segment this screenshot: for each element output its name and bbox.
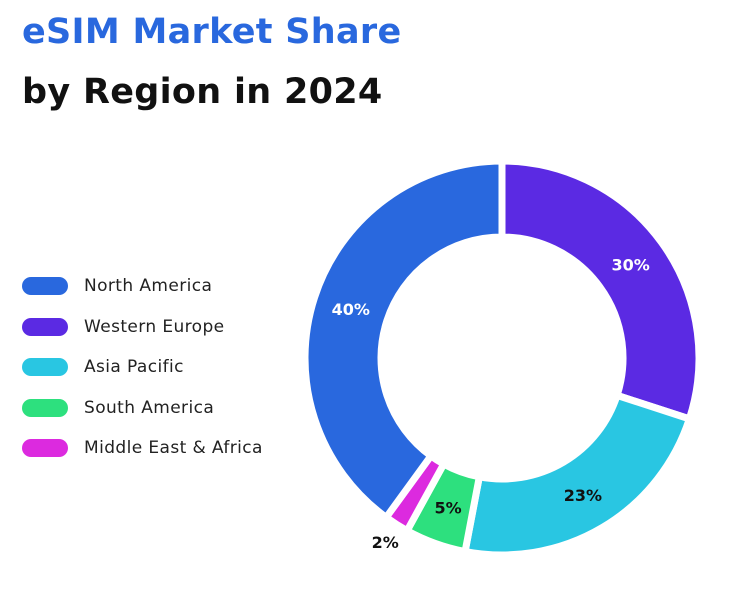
chart-title: eSIM Market Share	[22, 12, 402, 52]
legend-label: Western Europe	[84, 316, 225, 337]
donut-slice-asia-pacific	[461, 391, 693, 559]
chart-subtitle: by Region in 2024	[22, 72, 383, 112]
legend-item: Middle East & Africa	[22, 428, 263, 469]
legend-label: North America	[84, 276, 213, 297]
legend-swatch	[22, 398, 68, 417]
legend: North America Western Europe Asia Pacifi…	[22, 266, 263, 469]
legend-swatch	[22, 317, 68, 336]
legend-item: Western Europe	[22, 307, 263, 348]
legend-item: South America	[22, 388, 263, 429]
legend-label: South America	[84, 397, 215, 418]
legend-swatch	[22, 358, 68, 377]
data-label: 23%	[564, 486, 602, 505]
legend-item: North America	[22, 266, 263, 307]
data-label: 2%	[372, 533, 399, 552]
data-label: 5%	[435, 499, 462, 518]
data-label: 40%	[332, 300, 370, 319]
legend-label: Middle East & Africa	[84, 438, 263, 459]
legend-swatch	[22, 277, 68, 296]
donut-slice-north-america	[301, 157, 506, 521]
donut-slice-western-europe	[498, 157, 703, 423]
legend-label: Asia Pacific	[84, 357, 184, 378]
data-label: 30%	[611, 256, 649, 275]
legend-swatch	[22, 439, 68, 458]
legend-item: Asia Pacific	[22, 347, 263, 388]
